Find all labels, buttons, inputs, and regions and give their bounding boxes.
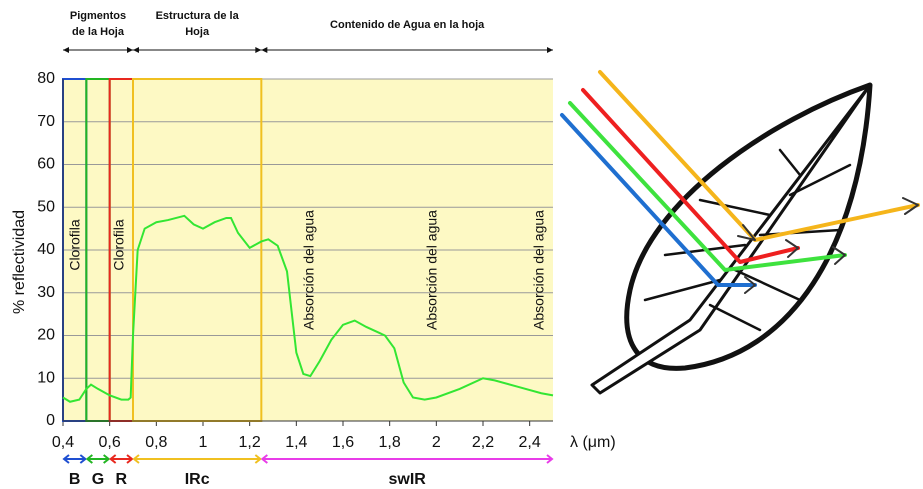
x-tick-label: 1,6 [332,434,354,451]
y-tick-label: 50 [37,198,55,215]
band-arrowhead [132,454,262,464]
x-tick-label: 2,2 [472,434,494,451]
region-label: de la Hoja [72,26,125,38]
annotation: Clorofila [111,219,127,271]
band-label: G [92,471,104,488]
x-tick-label: 0,4 [52,434,74,451]
x-tick-label: 0,6 [99,434,121,451]
x-tick-label: 2,4 [519,434,541,451]
data-line [62,214,554,403]
annotation: Absorción del agua [301,210,317,330]
y-tick-label: 60 [37,156,55,173]
y-tick-label: 20 [37,327,55,344]
band-label: B [69,471,81,488]
band-arrowhead [62,454,87,464]
y-tick-label: 40 [37,241,55,258]
x-tick-label: 1,8 [379,434,401,451]
band-label: swIR [388,471,426,488]
x-axis-label: λ (μm) [570,434,616,451]
leaf-illustration [560,70,920,395]
region-label: Pigmentos [70,10,126,22]
y-axis-label: % reflectividad [11,210,28,314]
region-label: Estructura de la [156,10,240,22]
band-label: IRc [185,471,210,488]
x-tick-label: 1 [199,434,208,451]
x-tick-label: 1,2 [239,434,261,451]
band-arrowhead [109,454,134,464]
region-label: Hoja [185,26,210,38]
region-label: Contenido de Agua en la hoja [330,19,485,31]
annotation: Absorción del agua [531,210,547,330]
band-arrowhead [260,454,554,464]
y-tick-label: 10 [37,369,55,386]
y-tick-label: 30 [37,284,55,301]
y-tick-label: 80 [37,70,55,87]
band-label: R [116,471,128,488]
annotation: Absorción del agua [424,210,440,330]
annotation: Clorofila [67,219,83,271]
y-tick-label: 0 [46,412,55,429]
x-tick-label: 0,8 [145,434,167,451]
x-tick-label: 2 [432,434,441,451]
y-tick-label: 70 [37,113,55,130]
x-tick-label: 1,4 [285,434,307,451]
band-arrowhead [85,454,111,464]
